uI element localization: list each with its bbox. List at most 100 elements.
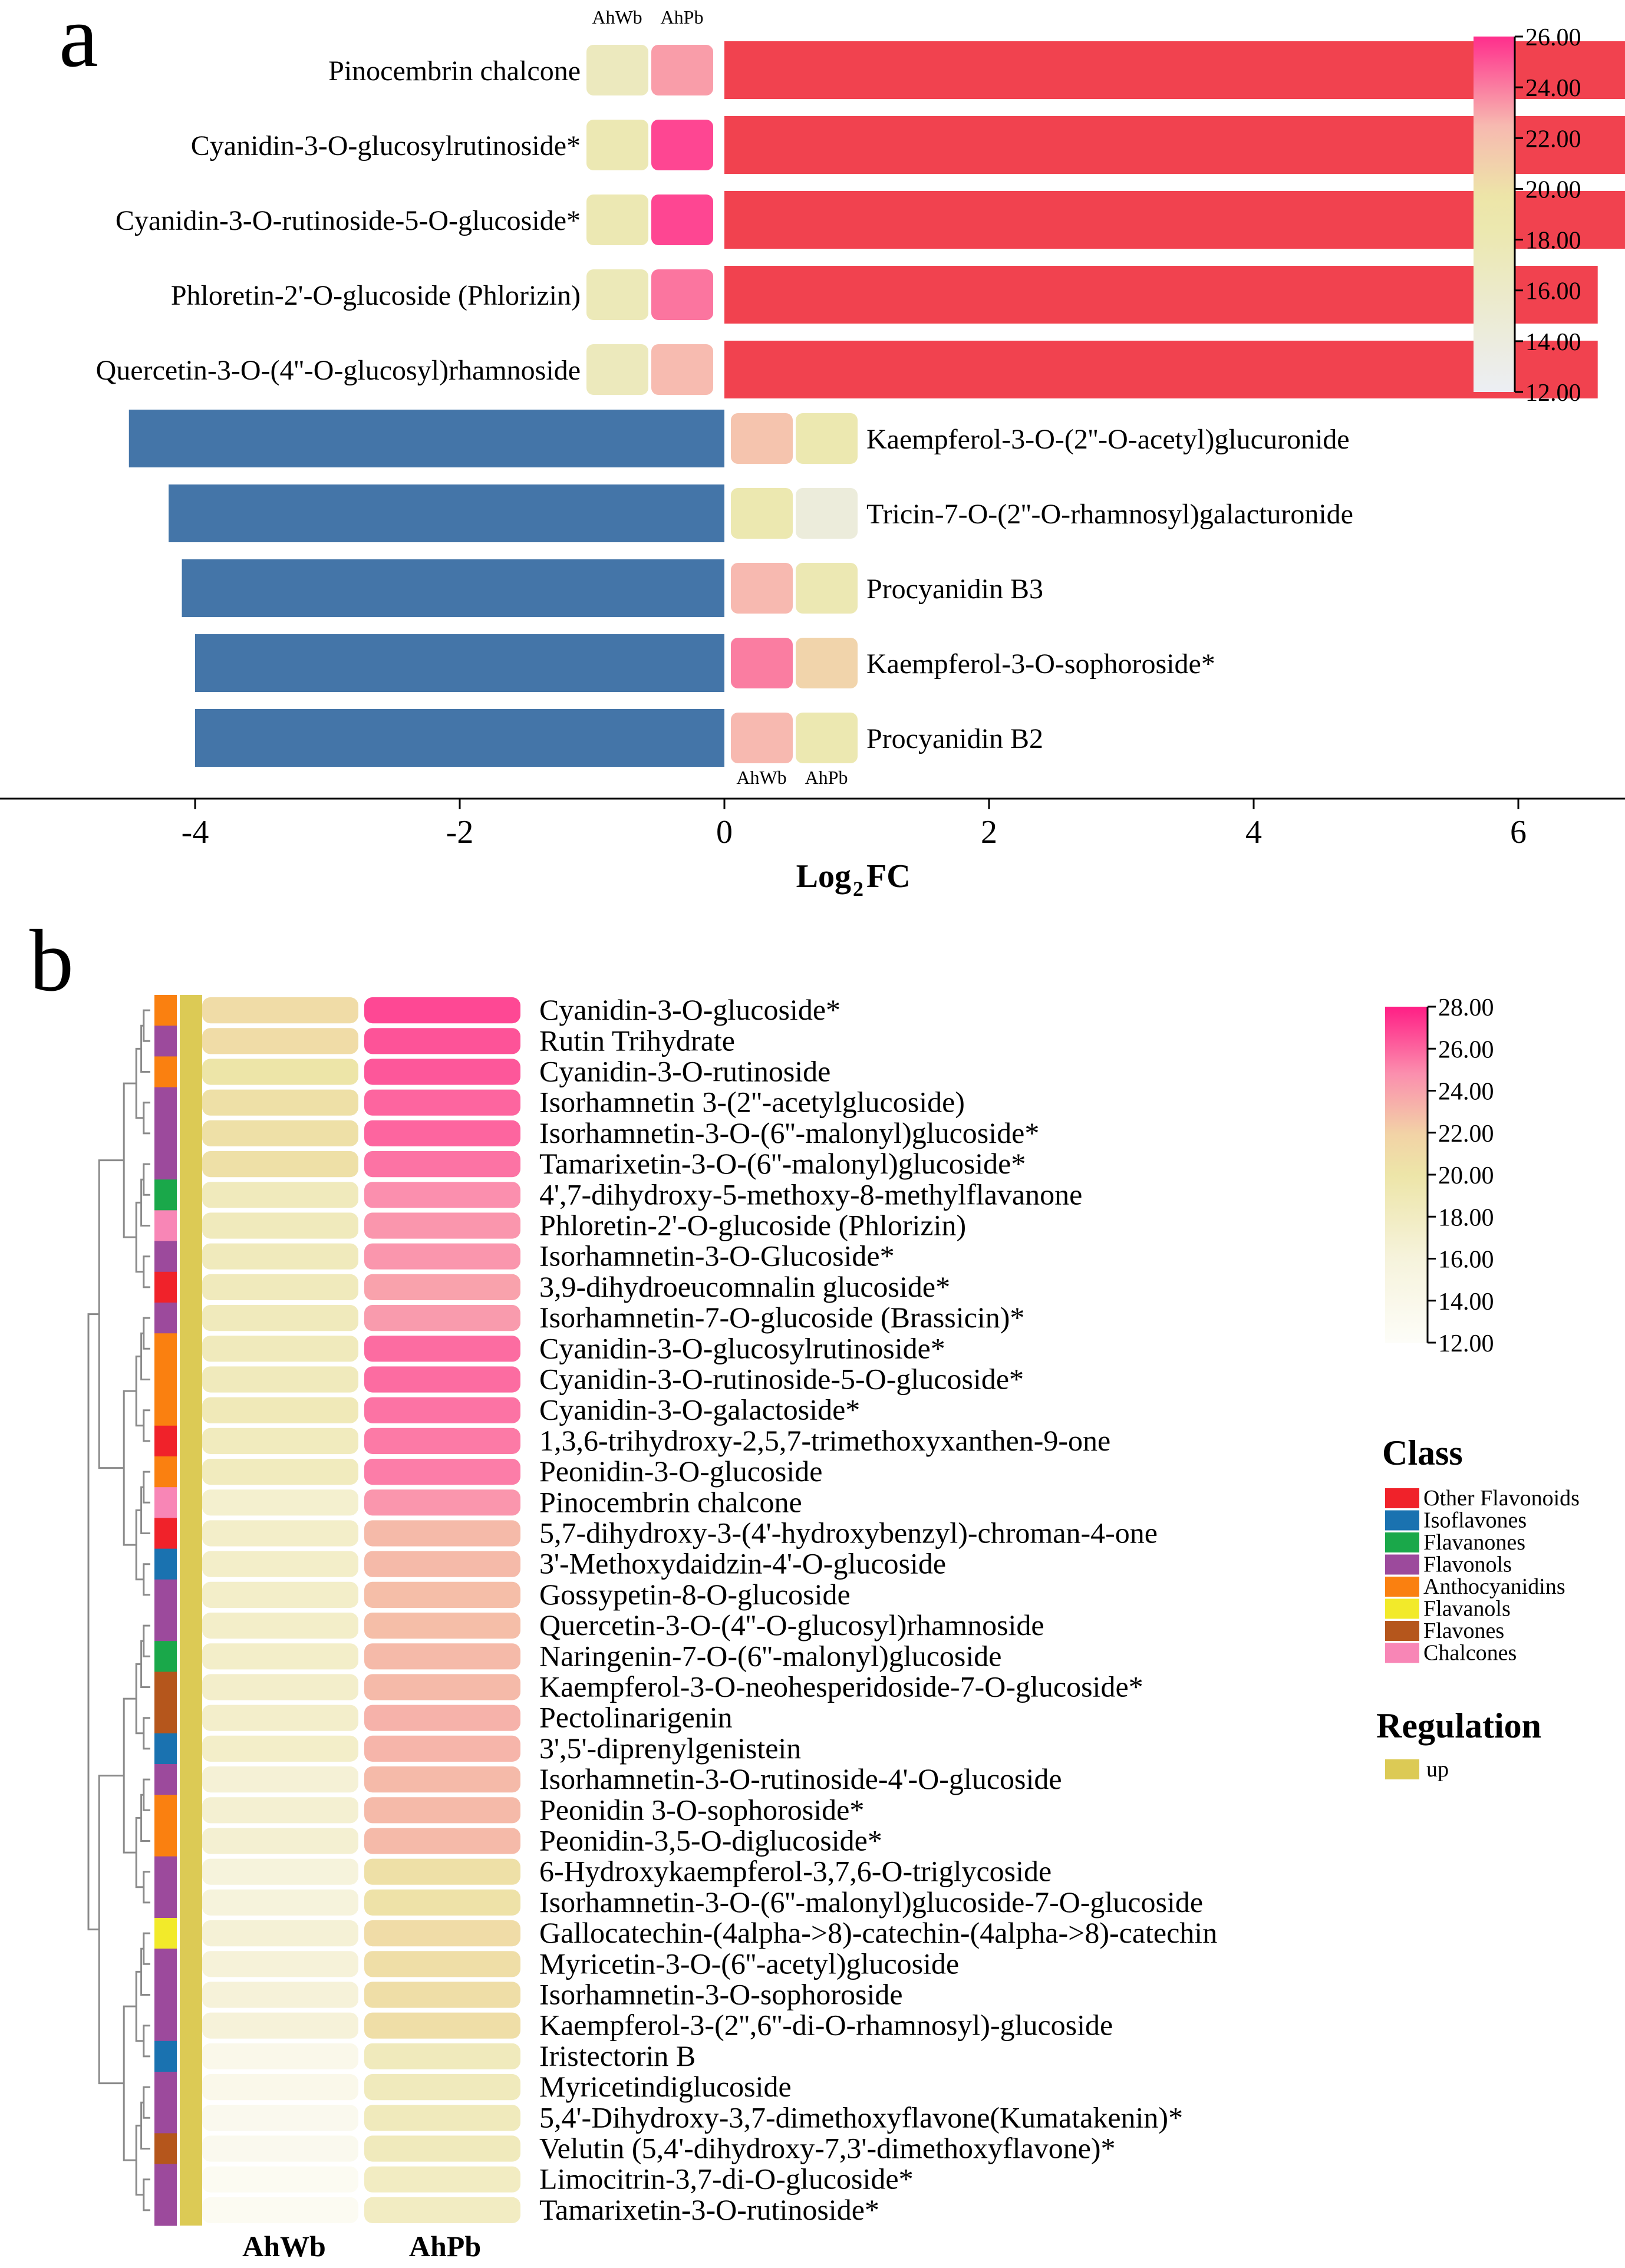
colorbar-tick-label: 24.00 [1438,1079,1494,1106]
row-label: Iristectorin B [539,2039,696,2072]
legend-swatch [1385,1598,1419,1619]
heat-cell-ahwb [202,1889,358,1916]
heat-cell-ahpb [364,2043,520,2069]
legend-swatch [1385,1488,1419,1508]
class-cell [154,2040,177,2072]
row-label: Isorhamnetin-3-O-(6''-malonyl)glucoside* [539,1116,1039,1149]
dendrogram-branch [143,1778,150,1811]
class-cell [154,1333,177,1364]
heat-cell-ahwb [202,1982,358,2008]
heat-cell-ahpb [364,1920,520,1947]
dendrogram-branch [98,1159,124,1469]
heat-cell-ahwb [202,1581,358,1608]
heat-cell-ahpb [796,713,858,763]
legend-label: Chalcones [1423,1641,1517,1666]
dendrogram-branch [135,2124,144,2196]
dendrogram-branch [123,1390,137,1546]
heat-cell-ahpb [364,1059,520,1085]
row-label: Peonidin 3-O-sophoroside* [539,1793,864,1826]
dendrogram-branch [123,2005,137,2161]
class-cell [154,1364,177,1396]
class-cell [154,1641,177,1672]
dendrogram-branch [143,1624,150,1657]
heat-cell-ahpb [364,1274,520,1300]
class-cell [154,1303,177,1334]
heat-cell-ahwb [731,713,793,763]
heat-cell-ahwb [586,195,648,245]
class-cell [154,1579,177,1611]
legend-swatch [1385,1643,1419,1663]
heat-cell-ahwb [202,1705,358,1731]
heat-cell-ahwb [202,2012,358,2039]
legend-swatch [1385,1554,1419,1575]
heat-cell-ahwb [202,1520,358,1547]
colorbar-tick-label: 22.00 [1525,126,1581,153]
heat-cell-ahpb [364,1028,520,1054]
x-tick-label: 6 [1510,814,1527,850]
dendrogram-branch [143,1317,150,1350]
class-cell [154,1825,177,1857]
col-label-bottom: AhPb [805,767,848,788]
dendrogram-branch [143,1871,150,1904]
class-cell [154,2194,177,2226]
class-cell [154,2164,177,2196]
dendrogram-branch [143,1471,150,1504]
heat-cell-ahwb [202,1366,358,1393]
bar-label: Pinocembrin chalcone [328,55,581,87]
legend-label: up [1426,1757,1449,1782]
heat-cell-ahpb [364,1858,520,1885]
heat-cell-ahpb [651,120,713,170]
heat-cell-ahpb [364,1797,520,1824]
heat-cell-ahpb [364,1151,520,1178]
dendrogram-branch [135,1509,144,1581]
dendrogram-branch [135,1355,144,1427]
heat-cell-ahwb [586,344,648,395]
class-cell [154,1456,177,1488]
heat-cell-ahpb [364,1705,520,1731]
bar-label: Kaempferol-3-O-sophoroside* [866,648,1215,680]
colorbar-b: 12.00 14.00 16.00 18.00 20.00 22.00 24.00 26.00… [1385,994,1494,1357]
legend-swatch [1385,1510,1419,1531]
colorbar-a: 12.00 14.00 16.00 18.00 20.00 22.00 24.00 26.00 [1474,24,1581,407]
dendrogram-branch [135,1817,144,1888]
bar-label: Cyanidin-3-O-rutinoside-5-O-glucoside* [116,205,581,236]
heat-cell-ahpb [364,1982,520,2008]
heat-cell-ahwb [202,1305,358,1331]
heat-cell-ahpb [796,563,858,614]
x-axis-label-sub: 2 [853,877,863,901]
heat-cell-ahpb [364,1889,520,1916]
class-cell [154,1149,177,1180]
row-label: Peonidin-3,5-O-diglucoside* [539,1824,882,1857]
colorbar-tick-label: 28.00 [1438,994,1494,1021]
heat-cell-ahpb [796,413,858,464]
heat-cell-ahwb [202,2105,358,2131]
row-label: Velutin (5,4'-dihydroxy-7,3'-dimethoxyfl… [539,2132,1116,2165]
row-label: Tamarixetin-3-O-(6''-malonyl)glucoside* [539,1147,1026,1180]
heat-cell-ahwb [202,1797,358,1824]
legend-swatch [1385,1759,1419,1779]
class-cell [154,1487,177,1518]
row-label: Gallocatechin-(4alpha->8)-catechin-(4alp… [539,1916,1217,1949]
dendrogram-branch [140,1332,150,1380]
panel-label-a: a [59,0,98,85]
heat-cell-ahpb [796,488,858,539]
heat-cell-ahpb [364,2197,520,2223]
class-cell [154,1548,177,1580]
class-cell [154,1733,177,1765]
row-label: Myricetin-3-O-(6''-acetyl)glucoside [539,1947,959,1980]
col-label-top: AhPb [661,6,704,28]
bar-down [169,484,725,542]
heat-cell-ahwb [202,1028,358,1054]
class-cell [154,1918,177,1949]
row-label: 4',7-dihydroxy-5-methoxy-8-methylflavano… [539,1178,1082,1211]
colorbar-tick-label: 12.00 [1438,1330,1494,1357]
dendrogram-branch [98,1775,124,2085]
dendrogram-branch [143,2178,150,2211]
col-label-ahpb: AhPb [409,2230,481,2263]
heat-cell-ahwb [202,1828,358,1854]
dendrogram-branch [140,1640,150,1688]
dendrogram-branch [143,1255,150,1288]
panel-label-b: b [29,912,74,1010]
heat-cell-ahwb [202,1489,358,1516]
dendrogram-branch [140,1794,150,1842]
